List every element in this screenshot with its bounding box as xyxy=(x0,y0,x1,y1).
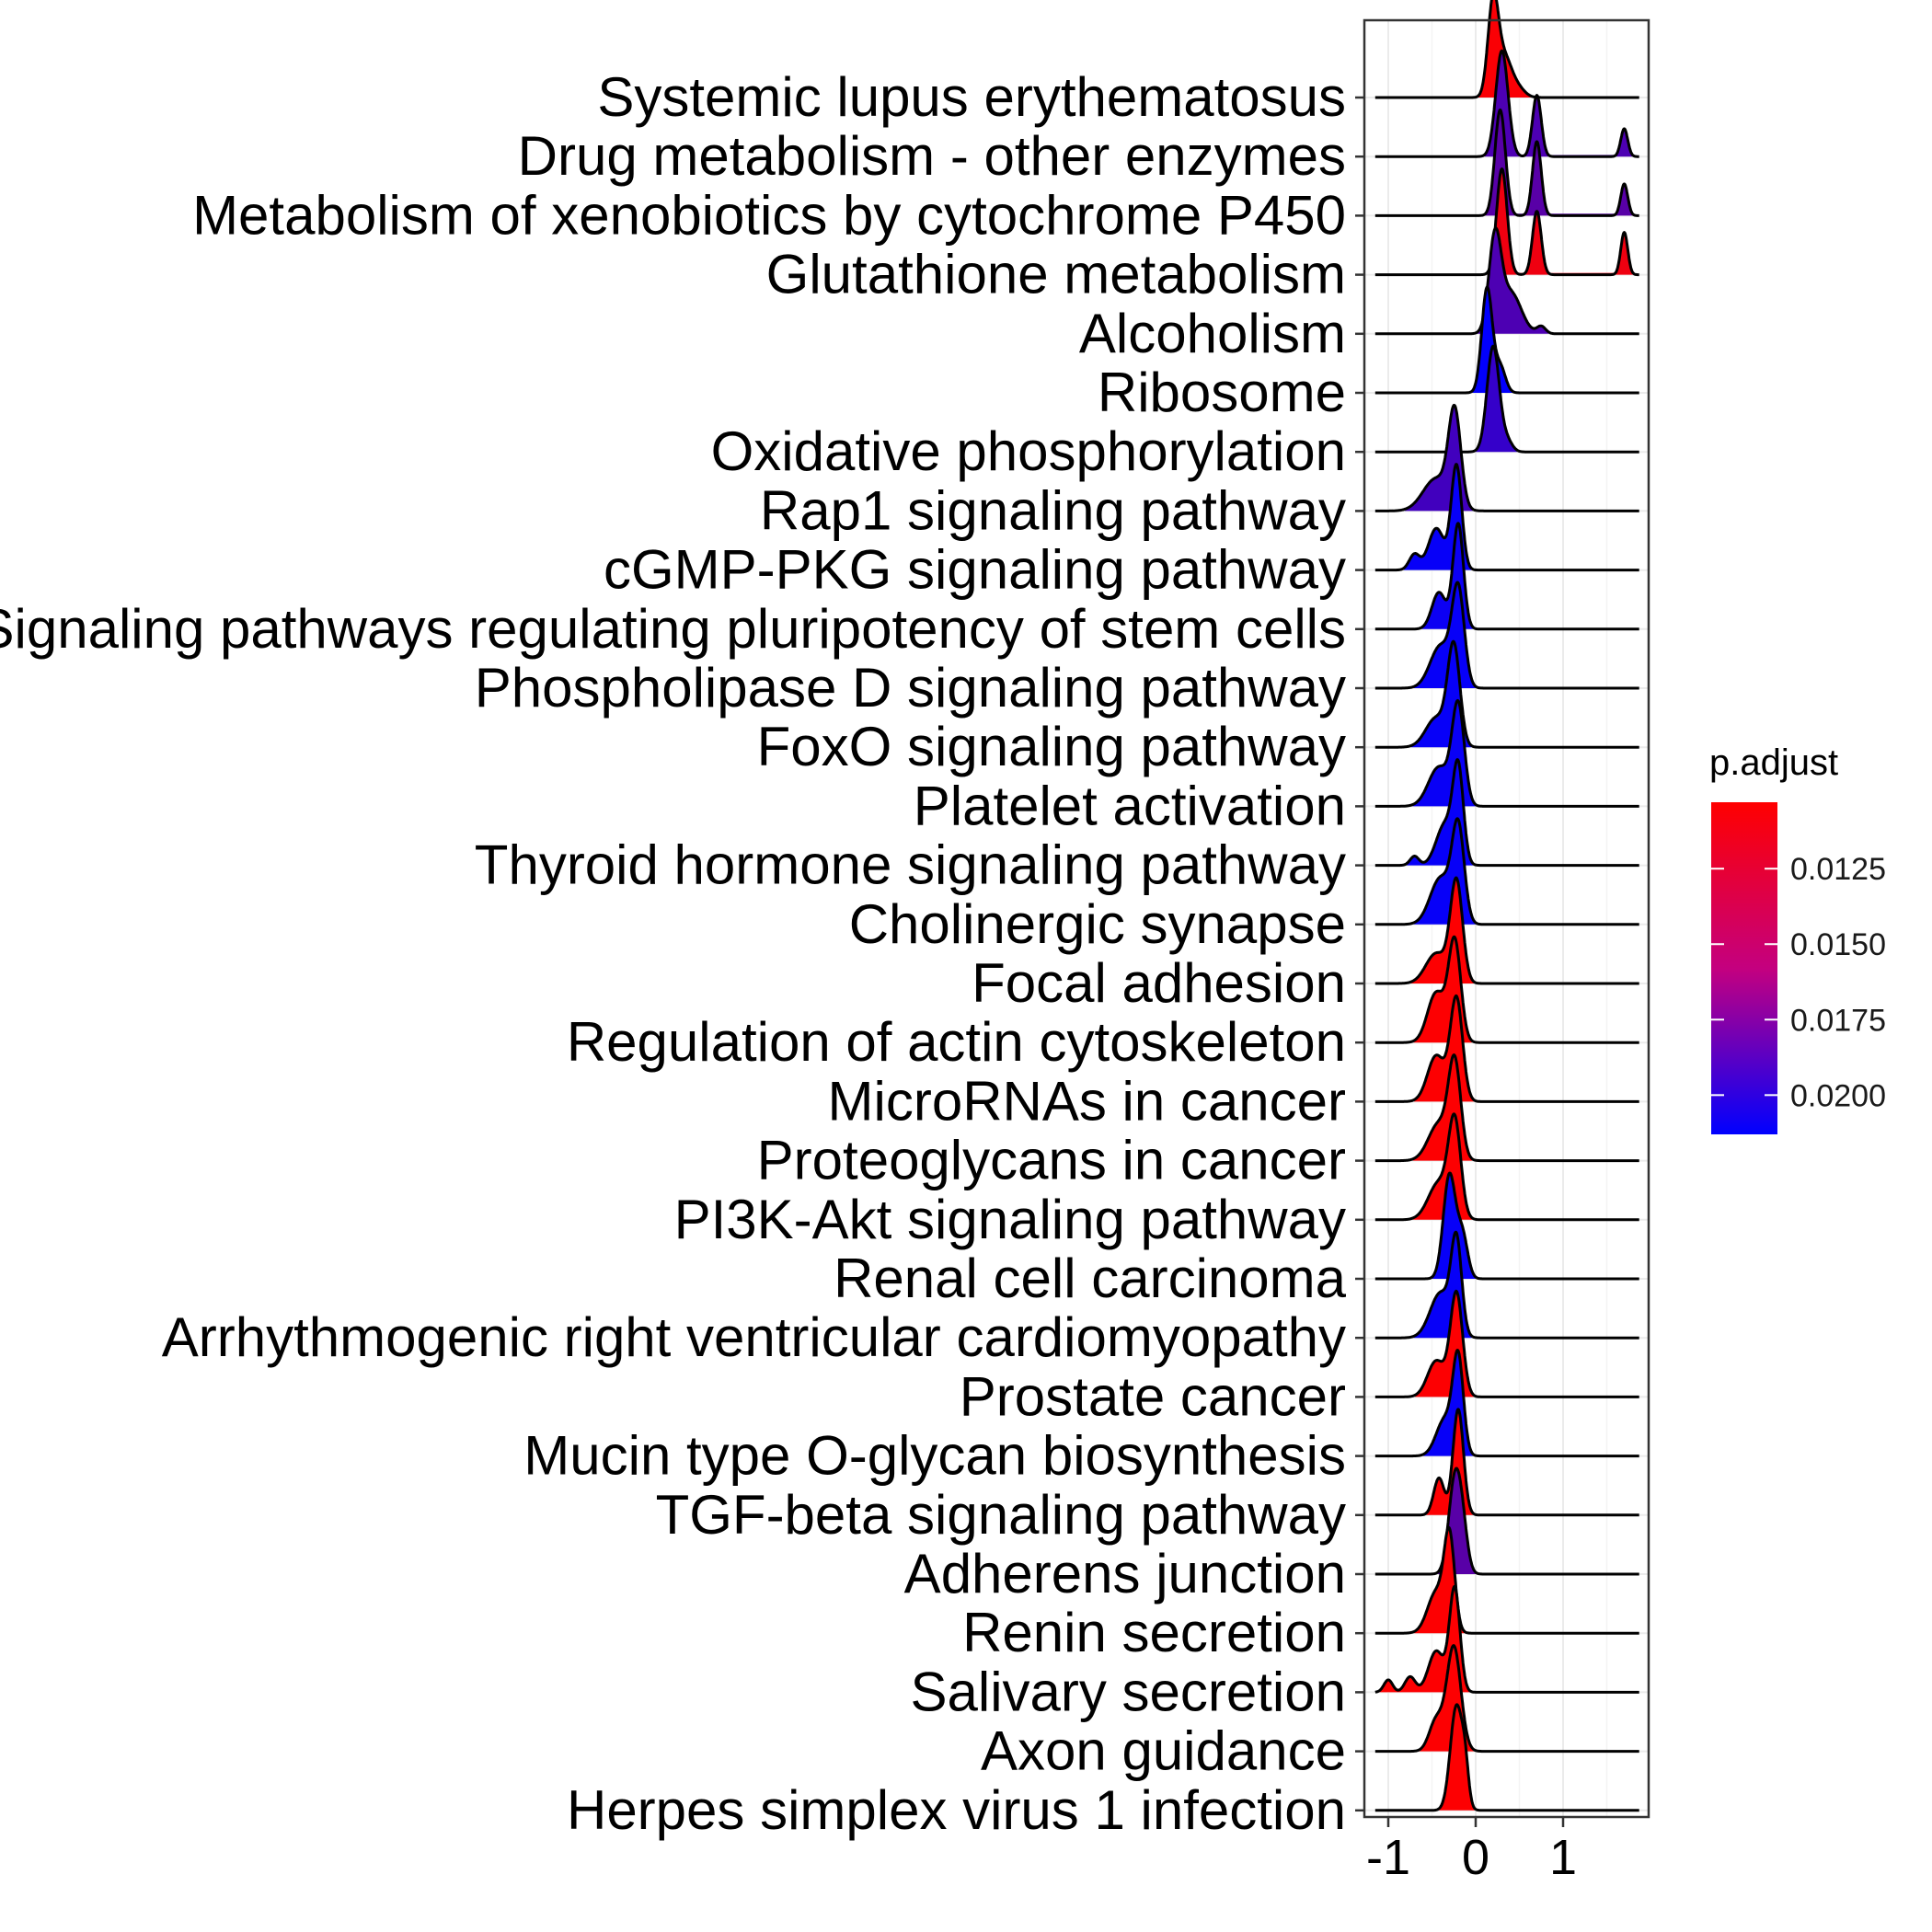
legend-colorbar xyxy=(1711,802,1777,1134)
ridge-fill xyxy=(1379,1586,1470,1693)
ridge-1 xyxy=(1374,0,1640,99)
ridge-outline xyxy=(1374,522,1640,631)
legend-tick-label: 0.0150 xyxy=(1790,927,1886,962)
category-label: TGF-beta signaling pathway xyxy=(656,1484,1346,1546)
ridge-outline xyxy=(1374,108,1640,217)
ridge-outline xyxy=(1374,581,1640,690)
legend-tick-label: 0.0200 xyxy=(1790,1078,1886,1113)
ridge-outline xyxy=(1374,1053,1640,1163)
legend-tick-label: 0.0125 xyxy=(1790,852,1886,887)
ridge-outline xyxy=(1374,1171,1640,1281)
legend-title: p.adjust xyxy=(1709,742,1838,783)
ridge-outline xyxy=(1374,226,1640,336)
ridge-outline xyxy=(1374,1408,1640,1517)
ridge-outline xyxy=(1374,1112,1640,1222)
ridge-outline xyxy=(1374,1703,1640,1812)
category-label: Axon guidance xyxy=(981,1720,1346,1782)
ridge-outline xyxy=(1374,285,1640,395)
x-tick-label: -1 xyxy=(1366,1830,1410,1885)
ridge-outline xyxy=(1374,639,1640,749)
ridge-7 xyxy=(1374,344,1640,454)
category-label: Renal cell carcinoma xyxy=(834,1248,1347,1309)
category-label: PI3K-Akt signaling pathway xyxy=(674,1189,1346,1250)
category-label: Adherens junction xyxy=(904,1543,1346,1604)
ridge-outline xyxy=(1374,167,1640,277)
category-label: Metabolism of xenobiotics by cytochrome … xyxy=(192,184,1346,246)
category-label: Alcoholism xyxy=(1079,303,1346,364)
ridge-5 xyxy=(1374,226,1640,336)
ridge-outline xyxy=(1374,1584,1640,1694)
x-tick-label: 0 xyxy=(1462,1830,1489,1885)
category-label: Platelet activation xyxy=(914,775,1346,836)
category-label: Glutathione metabolism xyxy=(766,244,1346,305)
ridge-outline xyxy=(1374,876,1640,985)
ridge-fill xyxy=(1414,582,1476,688)
category-label: Cholinergic synapse xyxy=(849,893,1346,955)
ridge-fill xyxy=(1477,227,1549,334)
ridge-fill xyxy=(1476,346,1518,453)
category-label: Prostate cancer xyxy=(960,1365,1346,1427)
category-label: Rap1 signaling pathway xyxy=(760,479,1346,541)
legend: p.adjust 0.0125 0.0150 0.0175 0.0200 xyxy=(1709,742,1886,1134)
ridge-outline xyxy=(1374,1289,1640,1398)
ridge-outline xyxy=(1374,817,1640,926)
category-label: Oxidative phosphorylation xyxy=(711,420,1346,482)
ridge-fill xyxy=(1432,1173,1476,1279)
ridge-30 xyxy=(1374,1703,1640,1812)
category-label: Thyroid hormone signaling pathway xyxy=(475,834,1346,896)
category-label: Systemic lupus erythematosus xyxy=(597,66,1346,128)
ridge-fill xyxy=(1478,0,1531,98)
ridge-outline xyxy=(1374,935,1640,1044)
ridge-outline xyxy=(1374,758,1640,868)
category-label: Phospholipase D signaling pathway xyxy=(475,657,1346,719)
category-label: MicroRNAs in cancer xyxy=(828,1070,1346,1132)
category-label: Proteoglycans in cancer xyxy=(757,1130,1346,1191)
ridge-outline xyxy=(1374,463,1640,572)
ridge-20 xyxy=(1374,1112,1640,1222)
ridge-outline xyxy=(1374,1466,1640,1576)
x-axis: -1 0 1 xyxy=(1366,1817,1577,1885)
ridges xyxy=(1374,0,1640,1812)
category-label: Regulation of actin cytoskeleton xyxy=(567,1011,1346,1073)
category-label: Renin secretion xyxy=(962,1602,1346,1663)
category-label: Arrhythmogenic right ventricular cardiom… xyxy=(162,1306,1346,1368)
ridge-6 xyxy=(1374,285,1640,395)
category-label: cGMP-PKG signaling pathway xyxy=(604,539,1346,601)
x-tick-label: 1 xyxy=(1549,1830,1577,1885)
category-label: Salivary secretion xyxy=(910,1661,1346,1722)
ridge-outline xyxy=(1374,698,1640,808)
ridge-fill xyxy=(1412,1113,1473,1220)
category-label: Mucin type O-glycan biosynthesis xyxy=(523,1425,1346,1487)
ridge-11 xyxy=(1374,581,1640,690)
category-label: FoxO signaling pathway xyxy=(757,716,1346,777)
ridge-21 xyxy=(1374,1171,1640,1281)
panel-border xyxy=(1363,18,1650,1819)
ridge-28 xyxy=(1374,1584,1640,1694)
ridge-outline xyxy=(1374,1525,1640,1635)
ridge-fill xyxy=(1439,1704,1475,1811)
category-label: Signaling pathways regulating pluripoten… xyxy=(0,598,1346,660)
ridge-outline xyxy=(1374,994,1640,1103)
ridge-outline xyxy=(1374,403,1640,512)
ridge-outline xyxy=(1374,1644,1640,1754)
category-label: Drug metabolism - other enzymes xyxy=(518,125,1346,187)
ridge-outline xyxy=(1374,1230,1640,1340)
ridge-fill xyxy=(1472,287,1512,393)
ridge-outline xyxy=(1374,344,1640,454)
ridge-outline xyxy=(1374,0,1640,99)
ridge-outline xyxy=(1374,1349,1640,1458)
category-label: Herpes simplex virus 1 infection xyxy=(567,1779,1346,1841)
category-label: Ribosome xyxy=(1098,362,1346,423)
category-label: Focal adhesion xyxy=(972,952,1346,1014)
ridge-outline xyxy=(1374,49,1640,158)
legend-tick-label: 0.0175 xyxy=(1790,1003,1886,1038)
